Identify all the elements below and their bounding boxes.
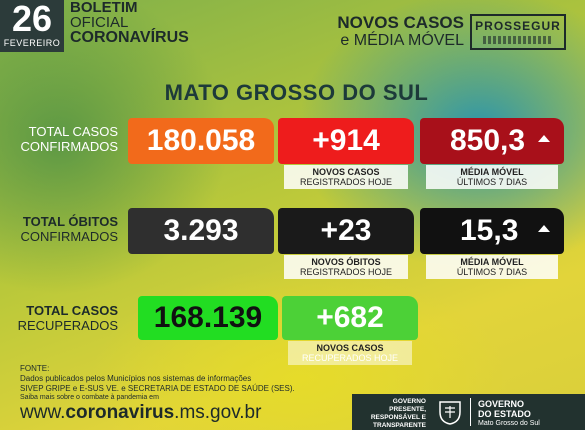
bulletin-title: BOLETIM OFICIAL CORONAVÍRUS: [70, 0, 189, 46]
gov-name-line-2: DO ESTADO: [478, 409, 531, 419]
title-line-1: BOLETIM: [70, 0, 138, 16]
date-month: FEVEREIRO: [3, 38, 61, 48]
source-heading: FONTE:: [20, 364, 50, 373]
media-obitos-caption-h: MÉDIA MÓVEL: [460, 257, 524, 267]
arrow-up-icon: [538, 225, 550, 232]
novos-recuperados-caption-h: NOVOS CASOS: [316, 343, 384, 353]
url-suffix: .ms.gov.br: [174, 402, 262, 423]
url-bold: coronavirus: [65, 402, 175, 423]
media-movel-casos-value: 850,3: [450, 124, 526, 157]
novos-obitos-value: +23: [278, 208, 414, 254]
label-recuperados-b: RECUPERADOS: [17, 318, 118, 333]
gov-name-line-1: GOVERNO: [478, 399, 525, 409]
total-recuperados-value: 168.139: [138, 296, 278, 340]
label-total-obitos: TOTAL ÓBITOS CONFIRMADOS: [0, 214, 119, 244]
source-line-2: SIVEP GRIPE e E-SUS VE. e SECRETARIA DE …: [20, 384, 295, 393]
novos-obitos-caption: NOVOS ÓBITOS REGISTRADOS HOJE: [284, 255, 408, 279]
label-recuperados-a: TOTAL CASOS: [26, 303, 118, 318]
slogan-line-1: GOVERNO: [392, 398, 426, 405]
novos-recuperados-caption-s: RECUPERADOS HOJE: [301, 353, 399, 363]
novos-obitos-caption-s: REGISTRADOS HOJE: [299, 267, 392, 277]
header-right-line-2: e MÉDIA MÓVEL: [340, 32, 464, 49]
label-total-confirmados: TOTAL CASOS CONFIRMADOS: [0, 124, 119, 154]
header-right-line-1: NOVOS CASOS: [337, 13, 464, 32]
prossegur-logo-stripes: [483, 36, 553, 44]
title-line-3: CORONAVÍRUS: [70, 29, 189, 46]
crest-icon: [439, 401, 461, 425]
media-movel-obitos-value: 15,3: [460, 214, 519, 247]
novos-recuperados-caption: NOVOS CASOS RECUPERADOS HOJE: [288, 341, 412, 365]
label-total-recuperados: TOTAL CASOS RECUPERADOS: [0, 303, 118, 333]
media-casos-caption: MÉDIA MÓVEL ÚLTIMOS 7 DIAS: [426, 165, 558, 189]
source-line-1: Dados publicados pelos Municípios nos si…: [20, 374, 252, 383]
novos-casos-caption-s: REGISTRADOS HOJE: [299, 177, 392, 187]
label-confirmados-a: TOTAL CASOS: [28, 124, 118, 139]
header-subtitle: NOVOS CASOS e MÉDIA MÓVEL: [318, 14, 464, 50]
government-slogan: GOVERNO PRESENTE, RESPONSÁVEL E TRANSPAR…: [360, 398, 426, 430]
total-confirmados-value: 180.058: [128, 118, 274, 164]
government-name: GOVERNO DO ESTADO Mato Grosso do Sul: [478, 399, 540, 429]
date-badge: 26 FEVEREIRO: [0, 0, 64, 52]
slogan-line-2: PRESENTE,: [389, 406, 426, 413]
slogan-line-4: TRANSPARENTE: [373, 422, 426, 429]
footer-small-text: Saiba mais sobre o combate à pandemia em: [20, 394, 159, 401]
state-title: MATO GROSSO DO SUL: [164, 80, 429, 105]
novos-casos-caption-h: NOVOS CASOS: [312, 167, 380, 177]
slogan-line-3: RESPONSÁVEL E: [370, 414, 426, 421]
total-obitos-value: 3.293: [128, 208, 274, 254]
title-line-2: OFICIAL: [70, 14, 129, 31]
prossegur-logo: PROSSEGUR: [470, 14, 566, 50]
media-obitos-caption-s: ÚLTIMOS 7 DIAS: [456, 267, 528, 277]
gov-name-line-3: Mato Grosso do Sul: [478, 420, 540, 427]
novos-recuperados-value: +682: [282, 296, 418, 340]
label-obitos-a: TOTAL ÓBITOS: [22, 214, 118, 229]
date-day: 26: [11, 0, 53, 39]
source-note: FONTE: Dados publicados pelos Municípios…: [20, 364, 320, 394]
label-confirmados-b: CONFIRMADOS: [20, 139, 119, 154]
footer-url[interactable]: www.coronavirus.ms.gov.br: [20, 402, 261, 424]
label-obitos-b: CONFIRMADOS: [20, 229, 119, 244]
novos-casos-caption: NOVOS CASOS REGISTRADOS HOJE: [284, 165, 408, 189]
media-movel-casos-box: 850,3: [420, 118, 564, 164]
url-prefix: www.: [20, 402, 66, 423]
government-logo-block: GOVERNO PRESENTE, RESPONSÁVEL E TRANSPAR…: [352, 394, 585, 430]
novos-obitos-caption-h: NOVOS ÓBITOS: [311, 257, 381, 267]
novos-casos-value: +914: [278, 118, 414, 164]
media-casos-caption-s: ÚLTIMOS 7 DIAS: [456, 177, 528, 187]
government-divider: [470, 398, 471, 426]
media-obitos-caption: MÉDIA MÓVEL ÚLTIMOS 7 DIAS: [426, 255, 558, 279]
arrow-up-icon: [538, 135, 550, 142]
prossegur-logo-text: PROSSEGUR: [475, 19, 561, 33]
media-casos-caption-h: MÉDIA MÓVEL: [460, 167, 524, 177]
media-movel-obitos-box: 15,3: [420, 208, 564, 254]
